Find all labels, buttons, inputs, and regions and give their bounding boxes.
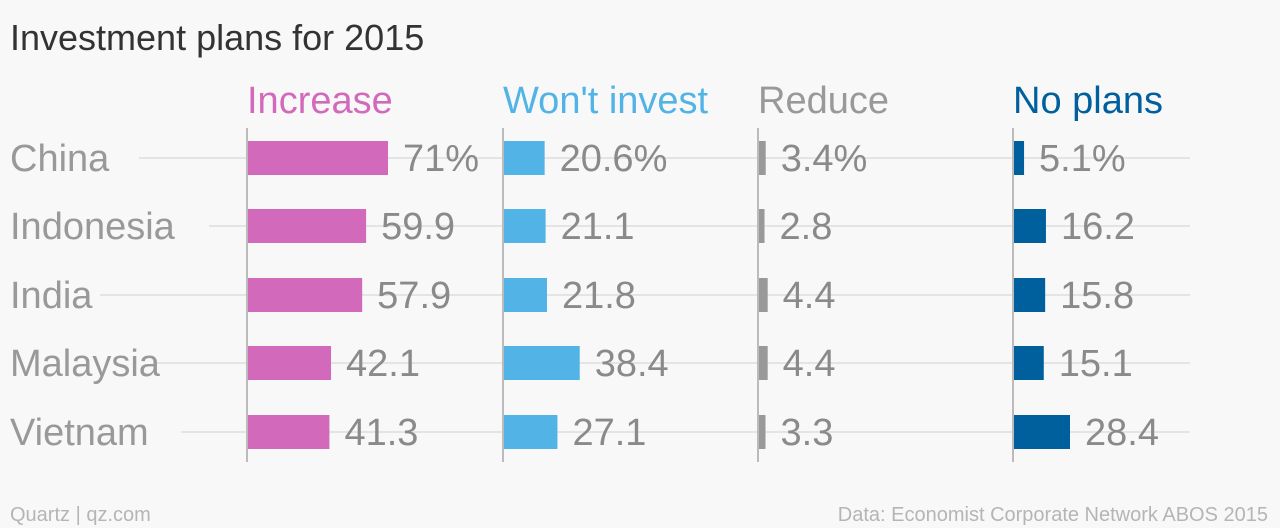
value-label-won-t-invest-malaysia: 38.4 xyxy=(595,343,669,385)
bar-reduce-vietnam xyxy=(759,415,766,449)
value-label-won-t-invest-china: 20.6% xyxy=(560,138,668,180)
value-label-won-t-invest-vietnam: 27.1 xyxy=(572,412,646,454)
bar-no-plans-china xyxy=(1014,141,1025,175)
bar-won-t-invest-malaysia xyxy=(504,346,580,380)
value-label-no-plans-indonesia: 16.2 xyxy=(1061,206,1135,248)
bar-increase-india xyxy=(248,278,363,312)
country-label-malaysia: Malaysia xyxy=(10,343,161,385)
value-labels: 71% 59.9 57.9 42.1 41.3 20.6% 21.1 21.8 38.4 27.1… xyxy=(344,138,1159,454)
bar-reduce-china xyxy=(759,141,766,175)
country-labels: China Indonesia India Malaysia Vietnam xyxy=(10,138,176,454)
country-label-vietnam: Vietnam xyxy=(10,412,149,454)
value-label-reduce-vietnam: 3.3 xyxy=(781,412,834,454)
panel-axes xyxy=(246,128,1014,462)
bar-no-plans-india xyxy=(1014,278,1046,312)
bar-won-t-invest-india xyxy=(504,278,547,312)
value-label-increase-malaysia: 42.1 xyxy=(346,343,420,385)
bar-reduce-india xyxy=(759,278,768,312)
value-label-won-t-invest-indonesia: 21.1 xyxy=(561,206,635,248)
value-label-reduce-malaysia: 4.4 xyxy=(783,343,836,385)
column-header-no-plans: No plans xyxy=(1013,80,1163,122)
country-label-indonesia: Indonesia xyxy=(10,206,176,248)
column-headers: Increase Won't invest Reduce No plans xyxy=(247,80,1163,122)
value-label-increase-indonesia: 59.9 xyxy=(381,206,455,248)
value-label-no-plans-china: 5.1% xyxy=(1039,138,1126,180)
bar-won-t-invest-china xyxy=(504,141,545,175)
footer-source-right: Data: Economist Corporate Network ABOS 2… xyxy=(838,504,1268,526)
bar-increase-china xyxy=(248,141,389,175)
bar-increase-indonesia xyxy=(248,209,367,243)
bar-reduce-malaysia xyxy=(759,346,768,380)
bars xyxy=(248,141,1071,449)
country-label-india: India xyxy=(10,275,93,317)
value-label-no-plans-vietnam: 28.4 xyxy=(1085,412,1159,454)
bar-no-plans-indonesia xyxy=(1014,209,1046,243)
chart-title: Investment plans for 2015 xyxy=(10,17,424,58)
bar-increase-vietnam xyxy=(248,415,330,449)
value-label-reduce-china: 3.4% xyxy=(781,138,868,180)
column-header-increase: Increase xyxy=(247,80,393,122)
bar-no-plans-malaysia xyxy=(1014,346,1044,380)
value-label-no-plans-malaysia: 15.1 xyxy=(1059,343,1133,385)
footer-source-left: Quartz | qz.com xyxy=(10,504,151,526)
value-label-increase-vietnam: 41.3 xyxy=(344,412,418,454)
column-header-reduce: Reduce xyxy=(758,80,889,122)
column-header-won-t-invest: Won't invest xyxy=(503,80,709,122)
value-label-increase-india: 57.9 xyxy=(377,275,451,317)
value-label-reduce-india: 4.4 xyxy=(783,275,836,317)
bar-reduce-indonesia xyxy=(759,209,765,243)
country-label-china: China xyxy=(10,138,110,180)
bar-no-plans-vietnam xyxy=(1014,415,1071,449)
bar-won-t-invest-indonesia xyxy=(504,209,546,243)
value-label-increase-china: 71% xyxy=(403,138,479,180)
bar-won-t-invest-vietnam xyxy=(504,415,558,449)
value-label-won-t-invest-india: 21.8 xyxy=(562,275,636,317)
bar-increase-malaysia xyxy=(248,346,332,380)
value-label-no-plans-india: 15.8 xyxy=(1060,275,1134,317)
value-label-reduce-indonesia: 2.8 xyxy=(780,206,833,248)
